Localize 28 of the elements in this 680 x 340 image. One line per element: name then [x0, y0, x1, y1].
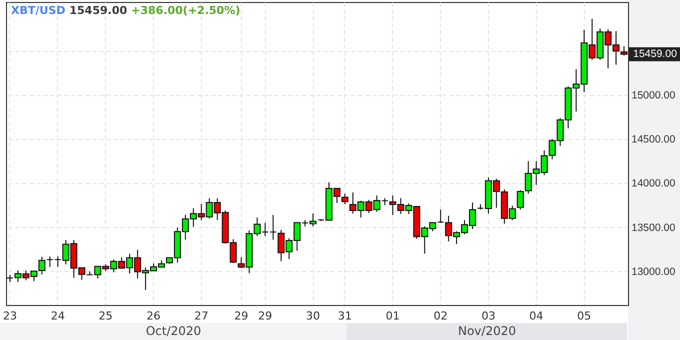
text: 15459.00	[633, 48, 678, 60]
x-tick-label: 04	[529, 310, 544, 322]
x-tick-label: 03	[481, 310, 496, 322]
x-tick-label: 31	[338, 310, 352, 322]
candlestick	[620, 46, 628, 56]
chart-title: XBT/USD	[11, 4, 66, 17]
y-tick-label: 14500.00	[632, 133, 676, 146]
candlestick	[46, 256, 54, 268]
x-tick-label: 25	[98, 310, 113, 322]
x-tick-label: 27	[194, 310, 208, 322]
annotation: +386.00(+2.50%)	[131, 4, 240, 17]
y-tick-label: 13500.00	[632, 222, 676, 234]
x-tick-label: 30	[306, 310, 320, 322]
y-tick-label: 14000.00	[632, 178, 676, 190]
y-tick-label: 15000.00	[632, 89, 676, 102]
x-tick-label: 01	[386, 310, 400, 322]
x-tick-label: 26	[146, 310, 161, 322]
x-tick-label: 05	[577, 310, 592, 322]
x-tick-label: 24	[50, 310, 65, 322]
chart-subtitle: 15459.00	[69, 4, 128, 17]
y-tick-label: 13000.00	[632, 266, 676, 278]
text: Oct/2020	[0, 323, 347, 340]
text: Nov/2020	[347, 323, 627, 340]
x-tick-label: 29	[234, 310, 248, 322]
x-tick-label: 29	[258, 310, 272, 322]
candlestick	[270, 214, 277, 240]
x-tick-label: 23	[2, 310, 17, 322]
x-tick-label: 02	[434, 310, 448, 322]
